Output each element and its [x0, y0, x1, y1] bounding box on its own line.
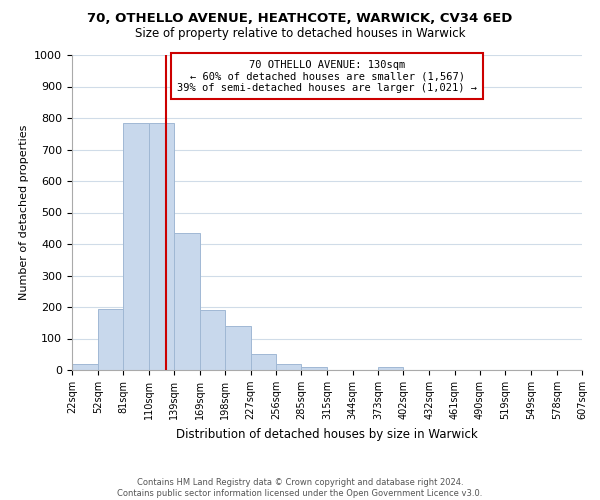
Bar [174, 233, 200, 370]
Bar [98, 308, 124, 370]
Bar [226, 326, 251, 370]
Bar [301, 367, 328, 370]
Bar [149, 122, 174, 370]
X-axis label: Distribution of detached houses by size in Warwick: Distribution of detached houses by size … [176, 428, 478, 440]
Text: 70 OTHELLO AVENUE: 130sqm
← 60% of detached houses are smaller (1,567)
39% of se: 70 OTHELLO AVENUE: 130sqm ← 60% of detac… [177, 60, 477, 93]
Text: Contains HM Land Registry data © Crown copyright and database right 2024.
Contai: Contains HM Land Registry data © Crown c… [118, 478, 482, 498]
Text: Size of property relative to detached houses in Warwick: Size of property relative to detached ho… [135, 28, 465, 40]
Y-axis label: Number of detached properties: Number of detached properties [19, 125, 29, 300]
Bar [251, 354, 276, 370]
Bar [124, 122, 149, 370]
Bar [276, 364, 301, 370]
Bar [200, 310, 226, 370]
Bar [72, 364, 98, 370]
Text: 70, OTHELLO AVENUE, HEATHCOTE, WARWICK, CV34 6ED: 70, OTHELLO AVENUE, HEATHCOTE, WARWICK, … [88, 12, 512, 26]
Bar [378, 367, 403, 370]
